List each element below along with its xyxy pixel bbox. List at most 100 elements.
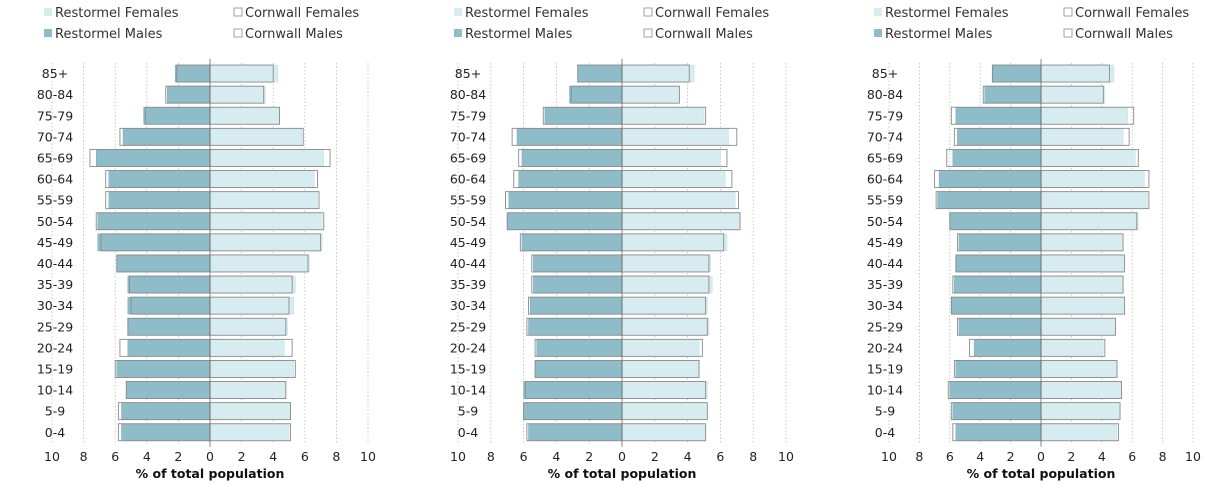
x-tick-label: 4 — [976, 449, 984, 464]
legend-item: Cornwall Females — [1063, 6, 1189, 21]
x-tick-label: 2 — [651, 449, 659, 464]
legend-label: Restormel Males — [465, 27, 573, 42]
legend-swatch — [643, 28, 653, 38]
bar-restormel-female — [621, 254, 711, 273]
x-tick-label: 8 — [1159, 449, 1167, 464]
x-axis-ticks: 10 8 6 4 2 0 2 4 6 8 10 — [881, 449, 1201, 464]
bar-restormel-male — [529, 296, 623, 315]
category-label: 5-9 — [458, 404, 478, 419]
legend-item: Cornwall Females — [643, 6, 769, 21]
x-tick-label: 4 — [552, 449, 560, 464]
x-tick-label: 6 — [946, 449, 954, 464]
category-label: 70-74 — [867, 129, 903, 144]
bar-restormel-female — [1040, 85, 1106, 104]
chart-svg: Restormel Females Cornwall Females Restorm… — [450, 6, 794, 481]
category-label: 10-14 — [37, 383, 73, 398]
bar-restormel-male — [957, 128, 1042, 146]
x-tick-label: 8 — [487, 449, 495, 464]
x-tick-label: 0 — [618, 449, 626, 464]
category-label: 0-4 — [458, 425, 478, 440]
gridlines — [457, 63, 787, 443]
bar-restormel-male — [95, 149, 211, 167]
bar-restormel-male — [508, 191, 623, 209]
bar-restormel-female — [1040, 191, 1148, 209]
population-pyramid-3: Restormel Females Cornwall Females Restorm… — [830, 0, 1205, 486]
bar-restormel-male — [97, 212, 211, 230]
gridlines — [888, 63, 1194, 443]
legend-swatch — [233, 28, 243, 38]
bar-restormel-female — [621, 170, 726, 188]
legend-swatch — [1063, 28, 1073, 38]
legend-item: Restormel Males — [874, 27, 993, 42]
bar-restormel-male — [108, 191, 211, 209]
legend-label: Restormel Males — [55, 27, 163, 42]
category-label: 70-74 — [37, 129, 73, 144]
bar-restormel-male — [954, 275, 1042, 294]
legend-item: Restormel Females — [454, 6, 589, 21]
category-label: 35-39 — [450, 277, 486, 292]
bar-restormel-male — [533, 275, 623, 294]
bar-restormel-female — [621, 212, 741, 230]
bar-restormel-female — [1040, 128, 1124, 146]
bar-restormel-female — [1040, 170, 1145, 188]
bar-restormel-male — [127, 296, 211, 315]
bars — [505, 64, 741, 442]
bar-restormel-male — [518, 170, 623, 188]
bar-restormel-female — [621, 339, 700, 357]
legend-label: Cornwall Females — [1075, 6, 1189, 21]
x-axis-title: % of total population — [136, 466, 285, 481]
category-label: 15-19 — [867, 361, 903, 376]
bar-restormel-female — [209, 275, 296, 294]
bar-restormel-female — [209, 381, 287, 399]
x-tick-label: 8 — [80, 449, 88, 464]
x-tick-label: 10 — [881, 449, 897, 464]
bar-restormel-male — [577, 64, 623, 83]
bar-restormel-female — [621, 423, 706, 441]
bar-restormel-female — [1040, 339, 1104, 357]
x-tick-label: 10 — [44, 449, 60, 464]
bar-restormel-female — [1040, 149, 1136, 167]
x-tick-label: 10 — [450, 449, 466, 464]
category-label: 30-34 — [37, 298, 73, 313]
bar-restormel-male — [958, 318, 1042, 336]
legend-item: Cornwall Males — [643, 27, 753, 42]
bar-restormel-female — [621, 107, 705, 125]
x-tick-label: 6 — [301, 449, 309, 464]
category-label: 75-79 — [450, 108, 486, 123]
bar-restormel-female — [621, 149, 721, 167]
bar-restormel-male — [167, 85, 211, 104]
bar-restormel-female — [209, 191, 318, 209]
bar-restormel-male — [521, 149, 623, 167]
bar-restormel-female — [621, 318, 710, 336]
x-tick-label: 10 — [1185, 449, 1201, 464]
x-tick-label: 2 — [238, 449, 246, 464]
category-label: 5-9 — [45, 404, 65, 419]
bar-restormel-male — [533, 254, 623, 273]
x-tick-label: 4 — [684, 449, 692, 464]
bar-restormel-male — [973, 339, 1042, 357]
bar-restormel-male — [97, 233, 211, 252]
bar-restormel-female — [621, 296, 708, 315]
category-label: 20-24 — [450, 340, 486, 355]
category-label: 30-34 — [867, 298, 903, 313]
legend-swatch — [44, 29, 52, 37]
x-axis-ticks: 10 8 6 4 2 0 2 4 6 8 10 — [44, 449, 376, 464]
x-tick-label: 4 — [1098, 449, 1106, 464]
bar-restormel-male — [126, 381, 211, 399]
bar-restormel-male — [938, 170, 1042, 188]
legend-label: Restormel Males — [885, 27, 993, 42]
legend-swatch — [233, 7, 243, 17]
bar-restormel-female — [1040, 381, 1122, 399]
bar-restormel-female — [621, 128, 729, 146]
category-label: 30-34 — [450, 298, 486, 313]
bar-restormel-male — [951, 296, 1042, 315]
bar-restormel-female — [1040, 296, 1125, 315]
legend-swatch — [643, 7, 653, 17]
legend: Restormel Females Cornwall Females Restorm… — [454, 6, 769, 42]
x-tick-label: 2 — [1007, 449, 1015, 464]
legend-item: Restormel Males — [44, 27, 163, 42]
x-tick-label: 8 — [332, 449, 340, 464]
category-label: 0-4 — [875, 425, 895, 440]
legend-swatch — [454, 29, 462, 37]
category-label: 25-29 — [867, 319, 903, 334]
